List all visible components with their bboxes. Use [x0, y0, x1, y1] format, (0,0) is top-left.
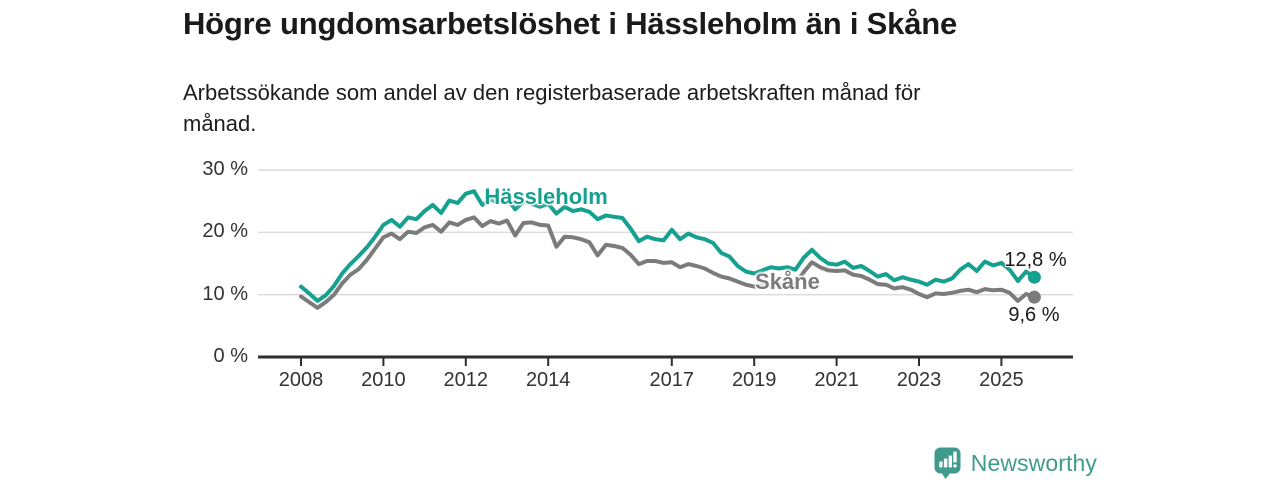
page-title: Högre ungdomsarbetslöshet i Hässleholm ä…: [183, 6, 958, 41]
series-end-value-skane: 9,6 %: [1008, 304, 1060, 327]
x-axis-tick-label: 2010: [361, 369, 406, 391]
brand-name: Newsworthy: [970, 449, 1097, 476]
x-axis-tick-label: 2025: [979, 369, 1024, 391]
brand-logo: Newsworthy: [934, 446, 1097, 480]
x-axis-tick-label: 2023: [896, 369, 942, 391]
x-axis-tick-label: 2008: [278, 369, 324, 391]
x-axis-tick-label: 2017: [649, 369, 695, 391]
y-axis-tick-label: 30 %: [202, 158, 248, 180]
y-axis-tick-label: 20 %: [202, 220, 248, 243]
series-line-skane: [299, 215, 1037, 310]
x-axis-tick-label: 2019: [731, 369, 777, 391]
series-line-hassleholm: [299, 189, 1037, 303]
series-end-dot-hassleholm: [1027, 270, 1041, 284]
x-axis-tick-label: 2012: [443, 369, 489, 391]
y-axis-tick-label: 10 %: [202, 282, 248, 305]
series-end-value-hassleholm: 12,8 %: [1004, 249, 1067, 272]
y-axis-tick-label: 0 %: [213, 345, 248, 367]
series-end-dot-skane: [1027, 290, 1041, 304]
x-axis-tick-label: 2014: [525, 369, 571, 391]
series-label-skane: Skåne: [755, 269, 820, 295]
x-axis-tick-label: 2021: [814, 369, 859, 391]
series-label-hassleholm: Hässleholm: [484, 183, 608, 209]
page-subtitle: Arbetssökande som andel av den registerb…: [183, 80, 921, 136]
newsworthy-logo-icon: [934, 447, 961, 479]
